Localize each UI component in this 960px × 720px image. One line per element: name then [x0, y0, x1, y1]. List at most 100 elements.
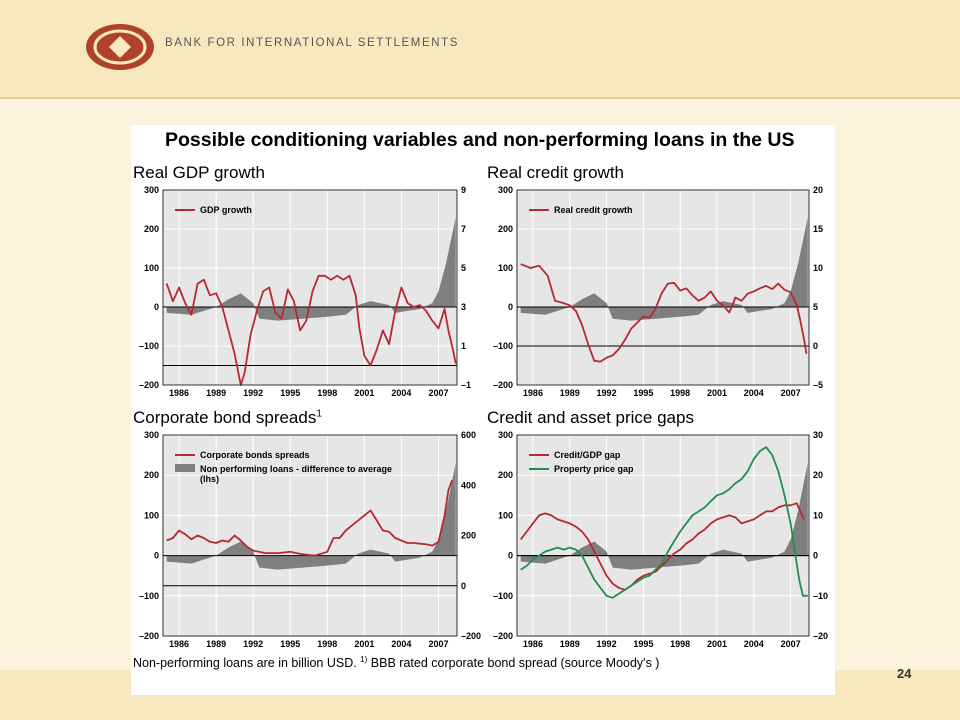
left-tick-label: –100 [139, 341, 159, 351]
x-tick-label: 2001 [707, 639, 727, 649]
left-tick-label: –100 [493, 341, 513, 351]
chart-real-credit-growth: 1986 1989 1992 1995 1998 2001 2004 200730020010… [493, 185, 823, 398]
left-tick-label: 300 [144, 430, 159, 440]
right-tick-label: –1 [461, 380, 471, 390]
x-tick-label: 1989 [206, 639, 226, 649]
x-tick-label: 1986 [169, 388, 189, 398]
panel-title-text: Real credit growth [487, 163, 625, 182]
panel-corporate-bond-spreads: Corporate bond spreads1 1986 1989 1992 1995… [131, 406, 483, 652]
panel-real-credit-growth: Real credit growth 1986 1989 1992 1995 1998 2… [485, 161, 835, 401]
legend-label: Credit/GDP gap [554, 450, 621, 460]
right-tick-label: –5 [813, 380, 823, 390]
x-tick-label: 1986 [169, 639, 189, 649]
legend-label: Non performing loans - difference to ave… [200, 464, 392, 474]
left-tick-label: 100 [498, 263, 513, 273]
plot-frame [516, 189, 810, 386]
left-tick-label: 100 [498, 510, 513, 520]
x-tick-label: 1995 [280, 639, 300, 649]
legend-label: Property price gap [554, 464, 634, 474]
right-tick-label: 10 [813, 510, 823, 520]
left-tick-label: 200 [498, 470, 513, 480]
right-tick-label: 7 [461, 224, 466, 234]
footnote: Non-performing loans are in billion USD.… [133, 655, 659, 670]
x-tick-label: 2007 [428, 639, 448, 649]
series-line-group [519, 502, 805, 591]
footnote-note: BBB rated corporate bond spread (source … [367, 656, 660, 671]
panel-title: Real credit growth [487, 163, 624, 183]
plot-area [517, 190, 809, 385]
x-tick-label: 2001 [707, 388, 727, 398]
left-tick-label: –200 [139, 631, 159, 641]
left-tick-label: 100 [144, 510, 159, 520]
left-tick-label: 0 [154, 551, 159, 561]
right-tick-label: 10 [813, 263, 823, 273]
right-tick-label: 600 [461, 430, 476, 440]
right-tick-label: 20 [813, 185, 823, 195]
x-tick-label: 1998 [317, 388, 337, 398]
x-tick-label: 2007 [781, 639, 801, 649]
chart-corporate-bond-spreads: 1986 1989 1992 1995 1998 2001 2004 2007 300 200 10… [139, 430, 481, 649]
x-tick-label: 2001 [354, 639, 374, 649]
right-tick-label: 200 [461, 531, 476, 541]
x-tick-label: 1998 [670, 388, 690, 398]
series-line [520, 446, 808, 599]
right-tick-label: 0 [813, 551, 818, 561]
series-line-group [520, 263, 808, 363]
right-tick-label: 5 [461, 263, 466, 273]
x-tick-label: 1992 [597, 639, 617, 649]
x-tick-label: 2007 [781, 388, 801, 398]
left-tick-label: –200 [493, 631, 513, 641]
left-tick-label: 100 [144, 263, 159, 273]
x-tick-label: 1995 [280, 388, 300, 398]
legend-label: GDP growth [200, 205, 252, 215]
legend-label: Real credit growth [554, 205, 633, 215]
x-tick-label: 2004 [744, 388, 764, 398]
x-tick-label: 2004 [391, 639, 411, 649]
left-tick-label: 200 [144, 224, 159, 234]
plot-frame [516, 434, 810, 637]
right-tick-label: 20 [813, 470, 823, 480]
left-tick-label: 200 [144, 470, 159, 480]
panel-title: Corporate bond spreads1 [133, 408, 322, 428]
organization-name: BANK FOR INTERNATIONAL SETTLEMENTS [165, 37, 460, 49]
x-tick-label: 1998 [670, 639, 690, 649]
series-line-group [520, 446, 808, 599]
left-tick-label: –100 [139, 591, 159, 601]
x-tick-label: 1989 [206, 388, 226, 398]
npl-difference-area [166, 463, 456, 570]
x-tick-label: 1986 [523, 639, 543, 649]
panel-title-marker: 1 [316, 408, 322, 420]
figure-title: Possible conditioning variables and non-… [165, 129, 795, 151]
series-line-group [165, 274, 457, 386]
left-tick-label: 300 [498, 430, 513, 440]
left-tick-label: –200 [493, 380, 513, 390]
x-tick-label: 2004 [744, 639, 764, 649]
panel-title: Real GDP growth [133, 163, 265, 183]
left-tick-label: 300 [498, 185, 513, 195]
right-tick-label: –200 [461, 631, 481, 641]
right-tick-label: 0 [813, 341, 818, 351]
panel-real-gdp-growth: Real GDP growth 1986 1989 1992 1995 1998 2001… [131, 161, 483, 401]
npl-difference-area [520, 217, 808, 321]
x-tick-label: 2007 [428, 388, 448, 398]
slide-header: BANK FOR INTERNATIONAL SETTLEMENTS [0, 0, 960, 99]
left-tick-label: 0 [508, 551, 513, 561]
plot-area [517, 435, 809, 636]
panel-title-text: Real GDP growth [133, 163, 265, 182]
legend-label: (lhs) [200, 474, 219, 484]
series-line [165, 274, 457, 386]
right-tick-label: 15 [813, 224, 823, 234]
x-tick-label: 1992 [243, 388, 263, 398]
x-tick-label: 2001 [354, 388, 374, 398]
footnote-text: Non-performing loans are in billion USD. [133, 656, 357, 671]
plot-frame [162, 189, 458, 386]
left-tick-label: 300 [144, 185, 159, 195]
page-number: 24 [897, 666, 912, 681]
right-tick-label: 1 [461, 341, 466, 351]
right-tick-label: 9 [461, 185, 466, 195]
bis-logo [86, 24, 154, 70]
figure: Possible conditioning variables and non-… [131, 125, 835, 695]
panel-title-text: Corporate bond spreads [133, 408, 317, 427]
panel-credit-and-asset-price-gaps: Credit and asset price gaps 1986 1989 1992… [485, 406, 835, 652]
x-tick-label: 2004 [391, 388, 411, 398]
